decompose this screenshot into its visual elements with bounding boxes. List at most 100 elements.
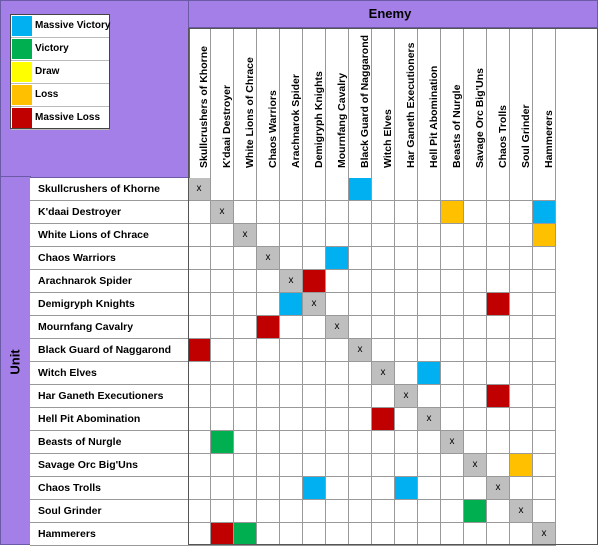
empty-cell[interactable] [533,362,556,385]
empty-cell[interactable] [533,293,556,316]
empty-cell[interactable] [234,500,257,523]
empty-cell[interactable] [487,454,510,477]
empty-cell[interactable] [372,339,395,362]
empty-cell[interactable] [441,408,464,431]
self-matchup-cell[interactable]: x [395,385,418,408]
empty-cell[interactable] [257,293,280,316]
empty-cell[interactable] [418,247,441,270]
empty-cell[interactable] [372,270,395,293]
empty-cell[interactable] [211,316,234,339]
empty-cell[interactable] [533,270,556,293]
empty-cell[interactable] [533,454,556,477]
empty-cell[interactable] [257,270,280,293]
result-cell[interactable] [487,385,510,408]
empty-cell[interactable] [533,385,556,408]
empty-cell[interactable] [280,454,303,477]
empty-cell[interactable] [234,201,257,224]
result-cell[interactable] [487,293,510,316]
empty-cell[interactable] [395,201,418,224]
empty-cell[interactable] [303,408,326,431]
empty-cell[interactable] [487,178,510,201]
empty-cell[interactable] [510,408,533,431]
empty-cell[interactable] [257,201,280,224]
empty-cell[interactable] [395,454,418,477]
enemy-column-header[interactable]: Mournfang Cavalry [326,28,349,178]
self-matchup-cell[interactable]: x [487,477,510,500]
empty-cell[interactable] [418,270,441,293]
enemy-column-header[interactable]: Witch Elves [372,28,395,178]
empty-cell[interactable] [418,523,441,546]
empty-cell[interactable] [441,477,464,500]
empty-cell[interactable] [211,293,234,316]
empty-cell[interactable] [188,523,211,546]
self-matchup-cell[interactable]: x [211,201,234,224]
self-matchup-cell[interactable]: x [464,454,487,477]
result-cell[interactable] [280,293,303,316]
unit-row-header[interactable]: Beasts of Nurgle [30,431,188,454]
empty-cell[interactable] [326,500,349,523]
empty-cell[interactable] [510,362,533,385]
empty-cell[interactable] [510,178,533,201]
empty-cell[interactable] [372,385,395,408]
empty-cell[interactable] [188,316,211,339]
unit-row-header[interactable]: Black Guard of Naggarond [30,339,188,362]
empty-cell[interactable] [372,431,395,454]
enemy-column-header[interactable]: Savage Orc Big'Uns [464,28,487,178]
empty-cell[interactable] [349,477,372,500]
empty-cell[interactable] [211,408,234,431]
empty-cell[interactable] [372,224,395,247]
unit-row-header[interactable]: Witch Elves [30,362,188,385]
empty-cell[interactable] [487,362,510,385]
empty-cell[interactable] [234,362,257,385]
result-cell[interactable] [349,178,372,201]
empty-cell[interactable] [188,224,211,247]
empty-cell[interactable] [464,523,487,546]
empty-cell[interactable] [418,293,441,316]
empty-cell[interactable] [441,385,464,408]
empty-cell[interactable] [395,500,418,523]
empty-cell[interactable] [372,178,395,201]
empty-cell[interactable] [211,178,234,201]
empty-cell[interactable] [303,362,326,385]
self-matchup-cell[interactable]: x [510,500,533,523]
empty-cell[interactable] [303,523,326,546]
empty-cell[interactable] [418,178,441,201]
enemy-column-header[interactable]: Soul Grinder [510,28,533,178]
result-cell[interactable] [533,201,556,224]
unit-row-header[interactable]: Soul Grinder [30,500,188,523]
empty-cell[interactable] [418,316,441,339]
empty-cell[interactable] [372,454,395,477]
empty-cell[interactable] [395,431,418,454]
empty-cell[interactable] [464,270,487,293]
empty-cell[interactable] [280,431,303,454]
result-cell[interactable] [303,477,326,500]
empty-cell[interactable] [211,500,234,523]
empty-cell[interactable] [234,385,257,408]
empty-cell[interactable] [441,454,464,477]
empty-cell[interactable] [487,247,510,270]
empty-cell[interactable] [441,247,464,270]
empty-cell[interactable] [234,178,257,201]
empty-cell[interactable] [510,316,533,339]
result-cell[interactable] [211,523,234,546]
empty-cell[interactable] [326,224,349,247]
empty-cell[interactable] [257,385,280,408]
unit-row-header[interactable]: Skullcrushers of Khorne [30,178,188,201]
empty-cell[interactable] [464,224,487,247]
empty-cell[interactable] [395,178,418,201]
empty-cell[interactable] [418,454,441,477]
empty-cell[interactable] [349,500,372,523]
enemy-column-header[interactable]: Hammerers [533,28,556,178]
empty-cell[interactable] [533,477,556,500]
empty-cell[interactable] [303,385,326,408]
empty-cell[interactable] [533,178,556,201]
empty-cell[interactable] [188,247,211,270]
enemy-column-header[interactable]: Demigryph Knights [303,28,326,178]
self-matchup-cell[interactable]: x [188,178,211,201]
empty-cell[interactable] [326,178,349,201]
unit-row-header[interactable]: Har Ganeth Executioners [30,385,188,408]
empty-cell[interactable] [533,408,556,431]
empty-cell[interactable] [349,454,372,477]
empty-cell[interactable] [280,201,303,224]
self-matchup-cell[interactable]: x [326,316,349,339]
